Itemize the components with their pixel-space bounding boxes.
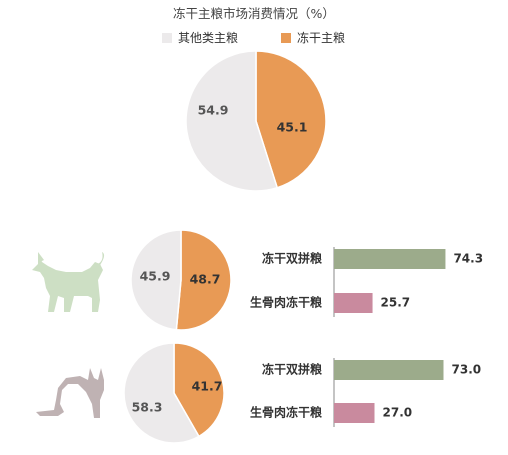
- legend-item-freeze: 冻干主粮: [281, 29, 345, 46]
- pie-label-other: 54.9: [198, 103, 229, 118]
- bar: [334, 360, 444, 380]
- dog-bars: 冻干双拼粮 74.3 生骨肉冻干粮 25.7: [250, 247, 483, 317]
- dog-pie: 45.9 48.7: [130, 229, 232, 331]
- cat-pie: 58.3 41.7: [123, 342, 225, 444]
- main-pie: 54.9 45.1: [185, 50, 327, 192]
- bar: [334, 403, 375, 423]
- cat-bars: 冻干双拼粮 73.0 生骨肉冻干粮 27.0: [250, 358, 481, 427]
- pie-label-other: 58.3: [132, 400, 163, 415]
- bar-value-label: 25.7: [381, 296, 411, 310]
- cat-silhouette-icon: [36, 368, 104, 418]
- bar-value-label: 74.3: [453, 252, 483, 266]
- pie-slice-other: [130, 229, 182, 331]
- pie-slice-freeze: [255, 50, 327, 189]
- pie-label-other: 45.9: [140, 269, 171, 284]
- pie-slice-other: [185, 50, 279, 192]
- bar-category-label: 生骨肉冻干粮: [250, 295, 322, 310]
- bar: [334, 249, 446, 269]
- bar-category-label: 冻干双拼粮: [262, 362, 322, 377]
- pie-slice-other: [123, 342, 200, 444]
- bar: [334, 293, 373, 313]
- legend-label-freeze: 冻干主粮: [297, 31, 346, 45]
- pie-label-freeze: 48.7: [190, 272, 221, 287]
- bar-category-label: 生骨肉冻干粮: [250, 405, 322, 420]
- chart-title: 冻干主粮市场消费情况（%）: [173, 6, 335, 21]
- dog-silhouette-icon: [32, 252, 105, 312]
- bar-category-label: 冻干双拼粮: [262, 251, 322, 266]
- pie-label-freeze: 45.1: [277, 120, 308, 135]
- pie-slice-freeze: [173, 342, 225, 438]
- bar-value-label: 27.0: [383, 406, 413, 420]
- pie-slice-freeze: [175, 229, 232, 331]
- legend-swatch-freeze: [281, 32, 291, 43]
- bar-value-label: 73.0: [452, 363, 482, 377]
- legend-swatch-other: [162, 32, 172, 43]
- legend-label-other: 其他类主粮: [178, 31, 239, 45]
- pie-label-freeze: 41.7: [192, 379, 223, 394]
- legend-item-other: 其他类主粮: [162, 29, 238, 46]
